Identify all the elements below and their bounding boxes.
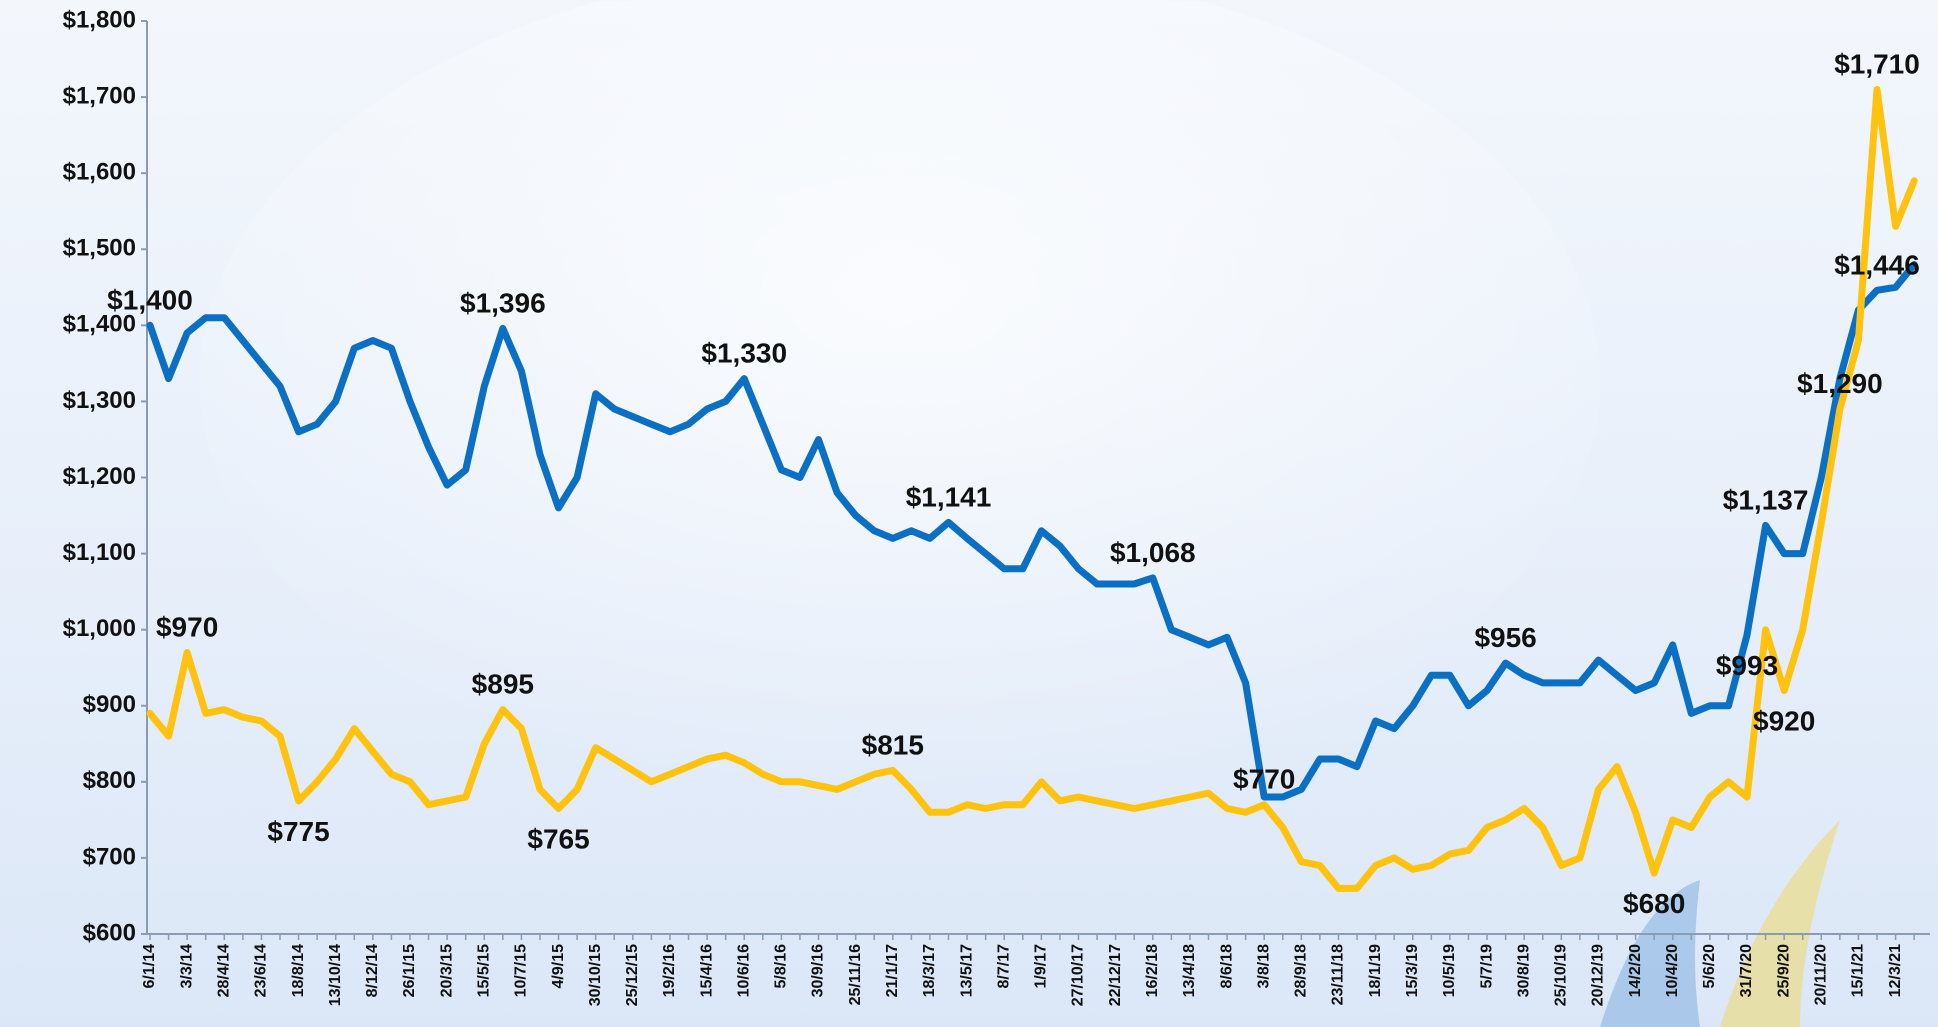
- x-tick-label: 15/1/21: [1850, 944, 1867, 997]
- x-tick-label: 5/7/19: [1478, 944, 1495, 989]
- data-label: $920: [1753, 706, 1815, 737]
- x-tick-label: 8/12/14: [364, 944, 381, 997]
- data-label: $1,396: [460, 287, 546, 318]
- x-tick-label: 16/2/18: [1144, 944, 1161, 997]
- x-tick-label: 18/8/14: [290, 944, 307, 997]
- series-line: [146, 261, 1918, 801]
- x-tick-label: 28/4/14: [215, 944, 232, 997]
- x-tick-label: 30/9/16: [810, 944, 827, 997]
- x-tick-label: 1/9/17: [1033, 944, 1050, 989]
- x-tick-label: 25/12/15: [624, 944, 641, 1006]
- y-tick-label: $800: [83, 767, 136, 794]
- x-tick-label: 18/3/17: [921, 944, 938, 997]
- y-tick-label: $1,600: [63, 159, 136, 186]
- x-tick-label: 23/6/14: [253, 944, 270, 997]
- data-label: $765: [527, 823, 589, 854]
- x-tick-label: 15/5/15: [475, 944, 492, 997]
- data-label: $1,446: [1834, 249, 1920, 280]
- x-tick-label: 25/10/19: [1553, 944, 1570, 1006]
- x-tick-label: 21/1/17: [884, 944, 901, 997]
- x-tick-label: 3/8/18: [1255, 944, 1272, 989]
- series-line: [146, 86, 1918, 892]
- data-label: $895: [472, 669, 534, 700]
- x-tick-label: 13/5/17: [958, 944, 975, 997]
- x-tick-label: 6/1/14: [141, 944, 158, 989]
- y-tick-label: $700: [83, 843, 136, 870]
- y-tick-label: $900: [83, 691, 136, 718]
- y-tick-label: $600: [83, 919, 136, 946]
- x-tick-label: 25/11/16: [847, 944, 864, 1006]
- x-tick-label: 30/10/15: [587, 944, 604, 1006]
- x-tick-label: 10/7/15: [513, 944, 530, 997]
- x-tick-label: 13/10/14: [327, 944, 344, 1006]
- data-label: $680: [1623, 888, 1685, 919]
- y-tick-label: $1,000: [63, 615, 136, 642]
- decoration: [1720, 820, 1840, 1027]
- x-tick-label: 12/3/21: [1887, 944, 1904, 997]
- data-label: $775: [267, 816, 329, 847]
- x-tick-label: 8/7/17: [995, 944, 1012, 989]
- y-tick-label: $1,100: [63, 539, 136, 566]
- x-tick-label: 30/8/19: [1515, 944, 1532, 997]
- y-tick-label: $1,500: [63, 235, 136, 262]
- x-tick-label: 5/8/16: [773, 944, 790, 989]
- background-glow: [200, 0, 1600, 800]
- x-tick-label: 27/10/17: [1070, 944, 1087, 1006]
- x-tick-label: 15/3/19: [1404, 944, 1421, 997]
- data-label: $770: [1233, 764, 1295, 795]
- x-tick-label: 28/9/18: [1293, 944, 1310, 997]
- x-tick-label: 20/12/19: [1590, 944, 1607, 1006]
- x-tick-label: 15/4/16: [698, 944, 715, 997]
- data-label: $1,137: [1723, 484, 1809, 515]
- y-tick-label: $1,200: [63, 463, 136, 490]
- x-tick-label: 14/2/20: [1627, 944, 1644, 997]
- x-tick-label: 13/4/18: [1181, 944, 1198, 997]
- x-tick-label: 19/2/16: [661, 944, 678, 997]
- data-label: $1,141: [906, 481, 992, 512]
- x-tick-label: 10/5/19: [1441, 944, 1458, 997]
- decoration: [1600, 880, 1700, 1027]
- y-tick-label: $1,800: [63, 6, 136, 33]
- data-label: $1,400: [107, 284, 193, 315]
- data-label: $1,068: [1110, 537, 1196, 568]
- x-tick-label: 8/6/18: [1218, 944, 1235, 989]
- x-tick-label: 4/9/15: [550, 944, 567, 989]
- x-tick-label: 20/3/15: [438, 944, 455, 997]
- data-label: $1,330: [701, 338, 787, 369]
- data-label: $1,710: [1834, 48, 1920, 79]
- x-tick-label: 3/3/14: [178, 944, 195, 989]
- x-tick-label: 10/4/20: [1664, 944, 1681, 997]
- x-tick-label: 10/6/16: [735, 944, 752, 997]
- x-tick-label: 25/9/20: [1775, 944, 1792, 997]
- y-tick-label: $1,700: [63, 82, 136, 109]
- x-tick-label: 20/11/20: [1813, 944, 1830, 1006]
- data-label: $993: [1716, 650, 1778, 681]
- data-label: $970: [156, 611, 218, 642]
- y-tick-label: $1,300: [63, 387, 136, 414]
- x-tick-label: 31/7/20: [1738, 944, 1755, 997]
- x-tick-label: 18/1/19: [1367, 944, 1384, 997]
- data-label: $956: [1474, 622, 1536, 653]
- x-tick-label: 22/12/17: [1107, 944, 1124, 1006]
- data-label: $815: [862, 729, 924, 760]
- x-tick-label: 5/6/20: [1701, 944, 1718, 989]
- data-label: $1,290: [1797, 368, 1883, 399]
- x-tick-label: 23/11/18: [1330, 944, 1347, 1006]
- x-tick-label: 26/1/15: [401, 944, 418, 997]
- y-tick-label: $1,400: [63, 311, 136, 338]
